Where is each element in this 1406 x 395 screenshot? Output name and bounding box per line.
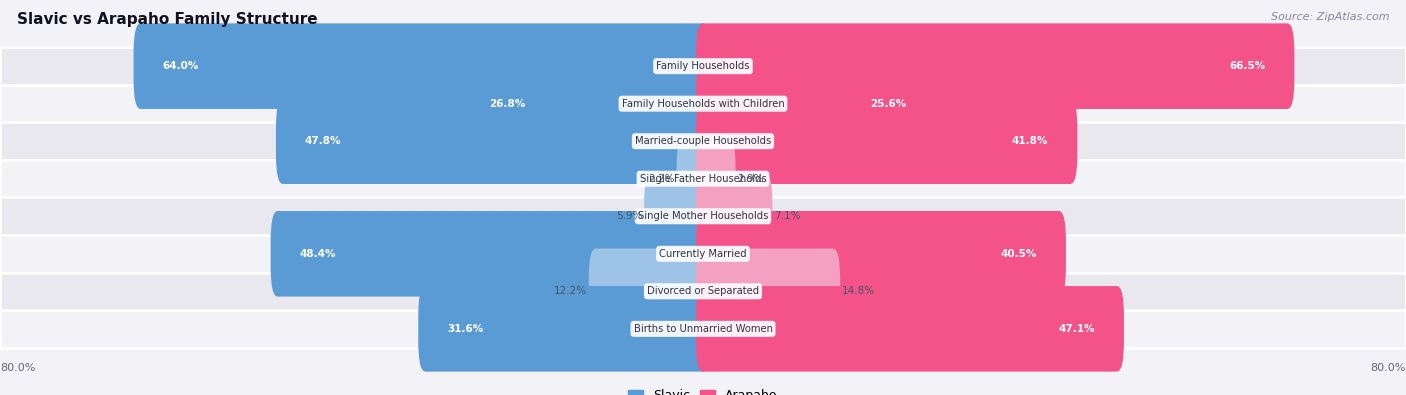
Bar [0,47,1406,85]
FancyBboxPatch shape [419,286,710,372]
Text: Single Father Households: Single Father Households [640,174,766,184]
Bar [0,160,1406,198]
FancyBboxPatch shape [461,61,710,147]
Text: 47.1%: 47.1% [1059,324,1095,334]
FancyBboxPatch shape [696,286,1123,372]
FancyBboxPatch shape [696,211,1066,297]
Text: 2.9%: 2.9% [737,174,763,184]
Bar [0,273,1406,310]
FancyBboxPatch shape [696,23,1295,109]
Text: Family Households: Family Households [657,61,749,71]
Text: Family Households with Children: Family Households with Children [621,99,785,109]
FancyBboxPatch shape [134,23,710,109]
FancyBboxPatch shape [276,98,710,184]
Text: 25.6%: 25.6% [870,99,905,109]
Bar [0,85,1406,122]
Text: 66.5%: 66.5% [1229,61,1265,71]
Text: 2.2%: 2.2% [648,174,675,184]
Text: Births to Unmarried Women: Births to Unmarried Women [634,324,772,334]
FancyBboxPatch shape [589,248,710,334]
FancyBboxPatch shape [644,173,710,259]
Text: Currently Married: Currently Married [659,249,747,259]
Text: 80.0%: 80.0% [1371,363,1406,373]
Text: 7.1%: 7.1% [775,211,800,221]
FancyBboxPatch shape [271,211,710,297]
Text: 31.6%: 31.6% [447,324,484,334]
FancyBboxPatch shape [696,136,735,222]
Bar [0,198,1406,235]
FancyBboxPatch shape [696,98,1077,184]
Bar [0,122,1406,160]
Text: 12.2%: 12.2% [554,286,588,296]
Bar [0,235,1406,273]
Text: Source: ZipAtlas.com: Source: ZipAtlas.com [1271,12,1389,22]
FancyBboxPatch shape [696,173,772,259]
Text: Married-couple Households: Married-couple Households [636,136,770,146]
Text: 64.0%: 64.0% [163,61,198,71]
FancyBboxPatch shape [696,61,935,147]
Bar [0,310,1406,348]
Text: Divorced or Separated: Divorced or Separated [647,286,759,296]
FancyBboxPatch shape [696,248,841,334]
Text: Single Mother Households: Single Mother Households [638,211,768,221]
FancyBboxPatch shape [676,136,710,222]
Text: 47.8%: 47.8% [305,136,342,146]
Text: 80.0%: 80.0% [0,363,35,373]
Text: 40.5%: 40.5% [1001,249,1038,259]
Text: 14.8%: 14.8% [842,286,875,296]
Text: Slavic vs Arapaho Family Structure: Slavic vs Arapaho Family Structure [17,12,318,27]
Legend: Slavic, Arapaho: Slavic, Arapaho [623,384,783,395]
Text: 48.4%: 48.4% [299,249,336,259]
Text: 26.8%: 26.8% [489,99,526,109]
Text: 5.9%: 5.9% [616,211,643,221]
Text: 41.8%: 41.8% [1012,136,1049,146]
